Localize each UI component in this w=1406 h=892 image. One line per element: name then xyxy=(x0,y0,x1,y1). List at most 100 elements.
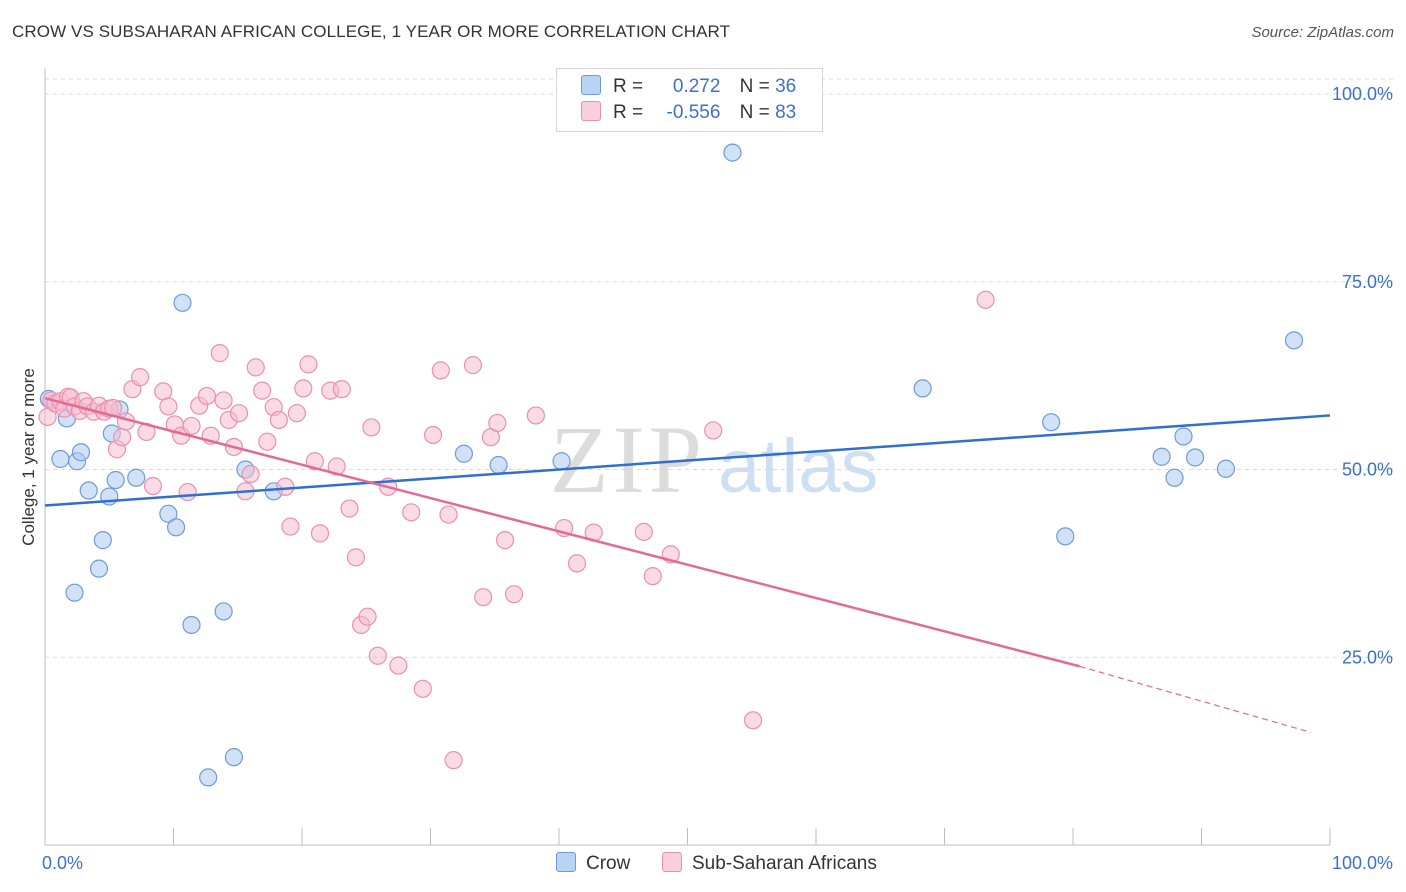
correlation-legend: R = 0.272 N = 36 R = -0.556 N = 83 xyxy=(556,68,823,132)
crow-point xyxy=(1185,448,1205,467)
ssa-point xyxy=(743,711,763,730)
ssa-point xyxy=(310,524,330,543)
crow-point xyxy=(65,583,84,602)
crow-point xyxy=(166,518,186,537)
ssa-trend-line xyxy=(44,396,1080,668)
crow-point xyxy=(224,748,243,767)
ssa-point xyxy=(634,522,653,541)
ssa-r-value: -0.556 xyxy=(666,102,721,123)
ssa-legend-swatch xyxy=(662,852,682,872)
ssa-point xyxy=(504,585,524,604)
crow-point xyxy=(127,468,146,487)
ssa-point xyxy=(210,344,229,363)
watermark-zip: ZIP xyxy=(550,406,706,513)
y-tick-label-50: 50.0% xyxy=(1342,460,1393,480)
ssa-points xyxy=(38,290,995,770)
legend-row-ssa: R = -0.556 N = 83 xyxy=(581,101,796,127)
crow-point xyxy=(1165,468,1184,487)
crow-point xyxy=(1056,527,1075,546)
ssa-point xyxy=(389,656,408,675)
ssa-point xyxy=(112,428,132,447)
ssa-point xyxy=(130,368,150,387)
crow-point xyxy=(1174,427,1193,446)
ssa-point xyxy=(154,382,173,401)
ssa-n-value: 83 xyxy=(775,102,797,123)
crow-point xyxy=(89,559,109,578)
y-tick-label-100: 100.0% xyxy=(1332,84,1393,104)
ssa-point xyxy=(358,607,377,626)
ssa-trend-extension xyxy=(1079,665,1311,733)
crow-point xyxy=(159,504,178,523)
ssa-point xyxy=(413,679,432,698)
y-tick-label-25: 25.0% xyxy=(1342,647,1393,667)
crow-point xyxy=(93,531,112,550)
crow-point xyxy=(1284,331,1304,350)
ssa-point xyxy=(368,646,387,665)
crow-point xyxy=(913,379,932,398)
ssa-point xyxy=(431,361,450,380)
ssa-point xyxy=(241,464,260,484)
watermark-atlas: atlas xyxy=(718,424,879,509)
x-tick-label-right: 100.0% xyxy=(1332,853,1393,873)
y-tick-label-75: 75.0% xyxy=(1342,272,1393,292)
ssa-point xyxy=(643,567,662,586)
crow-point xyxy=(1042,413,1061,432)
ssa-point xyxy=(287,404,306,423)
legend-item-crow: Crow xyxy=(556,852,630,875)
ssa-point xyxy=(246,358,265,377)
x-tick-label-left: 0.0% xyxy=(42,853,83,873)
crow-point xyxy=(79,481,98,500)
ssa-point xyxy=(474,588,493,607)
ssa-point xyxy=(258,432,277,451)
ssa-point xyxy=(526,406,545,425)
ssa-point xyxy=(253,381,272,400)
ssa-point xyxy=(439,505,458,524)
crow-swatch xyxy=(581,75,601,95)
ssa-point xyxy=(178,482,197,502)
source-label: Source: ZipAtlas.com xyxy=(1251,24,1394,41)
crow-r-value: 0.272 xyxy=(672,76,721,97)
ssa-point xyxy=(229,404,249,423)
ssa-point xyxy=(276,477,295,496)
ssa-point xyxy=(362,418,381,437)
crow-point xyxy=(71,443,91,462)
ssa-point xyxy=(402,503,421,522)
crow-n-value: 36 xyxy=(775,76,797,97)
y-axis-label: College, 1 year or more xyxy=(19,368,38,546)
ssa-point xyxy=(281,517,300,536)
ssa-point xyxy=(463,356,483,375)
ssa-point xyxy=(340,499,359,518)
ssa-point xyxy=(299,355,318,374)
ssa-point xyxy=(332,380,351,399)
crow-point xyxy=(173,293,192,312)
ssa-point xyxy=(197,386,217,406)
crow-legend-swatch xyxy=(556,852,576,872)
ssa-point xyxy=(182,416,201,436)
crow-point xyxy=(454,444,474,463)
ssa-point xyxy=(976,290,995,309)
crow-point xyxy=(214,602,233,621)
crow-trend-line xyxy=(44,414,1331,507)
ssa-point xyxy=(346,548,366,567)
ssa-point xyxy=(294,379,313,398)
axes xyxy=(44,68,1331,846)
legend-item-ssa: Sub-Saharan Africans xyxy=(662,852,877,875)
legend-row-crow: R = 0.272 N = 36 xyxy=(581,75,796,101)
ssa-point xyxy=(488,413,507,433)
trend-lines xyxy=(44,396,1331,733)
crow-point xyxy=(106,470,125,490)
crow-point xyxy=(1152,447,1171,466)
ssa-point xyxy=(444,751,463,770)
crow-point xyxy=(723,143,742,162)
ssa-point xyxy=(143,476,163,496)
ssa-point xyxy=(269,410,288,430)
crow-point xyxy=(552,452,571,471)
chart-title: CROW VS SUBSAHARAN AFRICAN COLLEGE, 1 YE… xyxy=(12,22,731,41)
ssa-point xyxy=(704,421,723,440)
crow-point xyxy=(182,615,201,635)
y-tick-labels: 25.0% 50.0% 75.0% 100.0% xyxy=(1332,84,1393,667)
ssa-point xyxy=(214,391,233,410)
crow-point xyxy=(199,768,218,787)
ssa-swatch xyxy=(581,101,601,121)
